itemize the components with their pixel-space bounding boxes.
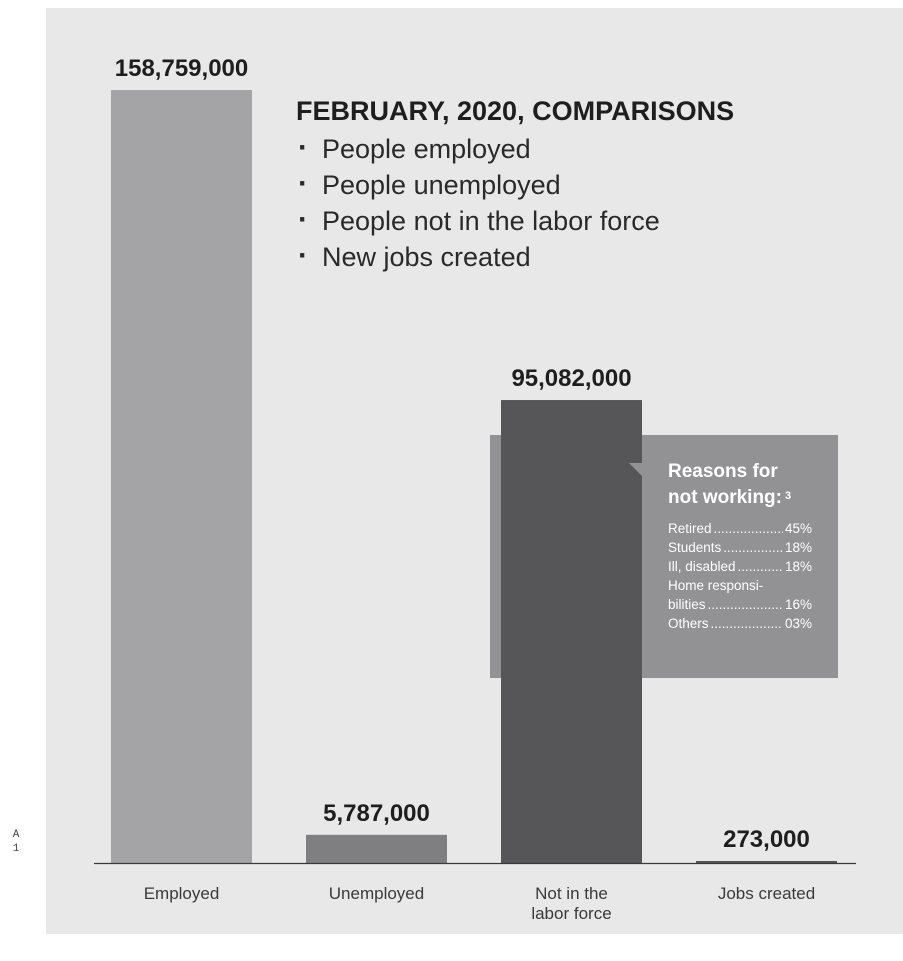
bullet-item: New jobs created	[296, 238, 734, 275]
reason-label: Students	[668, 540, 722, 555]
reason-row-home: bilities 16%	[668, 595, 812, 614]
chart-title: FEBRUARY, 2020, COMPARISONS	[296, 96, 735, 126]
callout-title-line: Reasons for	[668, 461, 778, 482]
leader-dots	[711, 614, 783, 633]
headline-block: FEBRUARY, 2020, COMPARISONS People emplo…	[296, 96, 734, 275]
category-label: Employed	[144, 884, 220, 903]
category-label-line: Unemployed	[329, 884, 424, 903]
reason-value: 18%	[784, 559, 812, 574]
leader-dots	[714, 519, 783, 538]
reason-label: Others	[668, 616, 709, 631]
category-label-line: Employed	[144, 884, 220, 903]
reason-row-students: Students 18%	[668, 538, 812, 557]
reason-value: 16%	[784, 597, 812, 612]
reason-label: Retired	[668, 521, 712, 536]
callout-title-line: not working:	[668, 487, 782, 508]
category-label: Unemployed	[329, 884, 424, 903]
bullet-list: People employed People unemployed People…	[296, 130, 734, 275]
value-label: 5,787,000	[323, 800, 430, 827]
leader-dots	[738, 557, 783, 576]
reason-label: Ill, disabled	[668, 559, 736, 574]
bullet-item: People employed	[296, 130, 734, 167]
side-mark-letter: A	[12, 829, 20, 841]
leader-dots	[723, 538, 783, 557]
reason-row-others: Others 03%	[668, 614, 812, 633]
reason-value: 18%	[784, 540, 812, 555]
bullet-item: People not in the labor force	[296, 202, 734, 239]
reason-label: bilities	[668, 597, 706, 612]
reason-row-retired: Retired 45%	[668, 519, 812, 538]
reason-value: 45%	[784, 521, 812, 536]
reasons-list: Retired 45% Students 18% Ill, disabled 1…	[668, 519, 812, 633]
side-mark-number: 1	[12, 843, 20, 855]
bullet-item: People unemployed	[296, 166, 734, 203]
category-label: Jobs created	[718, 884, 815, 903]
category-label-line: Not in the	[535, 884, 608, 903]
category-label-line: labor force	[531, 904, 611, 923]
value-label: 95,082,000	[511, 365, 631, 392]
bar-3	[696, 861, 837, 863]
leader-dots	[708, 595, 783, 614]
reason-label: Home responsi-	[668, 578, 764, 593]
reason-row-ill-disabled: Ill, disabled 18%	[668, 557, 812, 576]
callout-pointer	[629, 463, 645, 479]
bar-1	[306, 834, 447, 863]
bar-2	[501, 400, 642, 863]
footnote-marker: 3	[784, 490, 792, 502]
reasons-callout: Reasons for not working:3 Retired 45% St…	[642, 435, 838, 678]
category-label-line: Jobs created	[718, 884, 815, 903]
reason-value: 03%	[784, 616, 812, 631]
callout-title: Reasons for not working: 3	[668, 459, 791, 511]
category-label: Not in the labor force	[531, 884, 611, 923]
value-label: 273,000	[723, 826, 810, 853]
chart-panel: 158,759,000 Employed 5,787,000 Unemployed 95…	[46, 8, 903, 934]
value-label: 158,759,000	[115, 55, 248, 82]
bar-chart: 158,759,000 Employed 5,787,000 Unemployed 95…	[94, 55, 856, 923]
bar-0	[111, 90, 252, 863]
